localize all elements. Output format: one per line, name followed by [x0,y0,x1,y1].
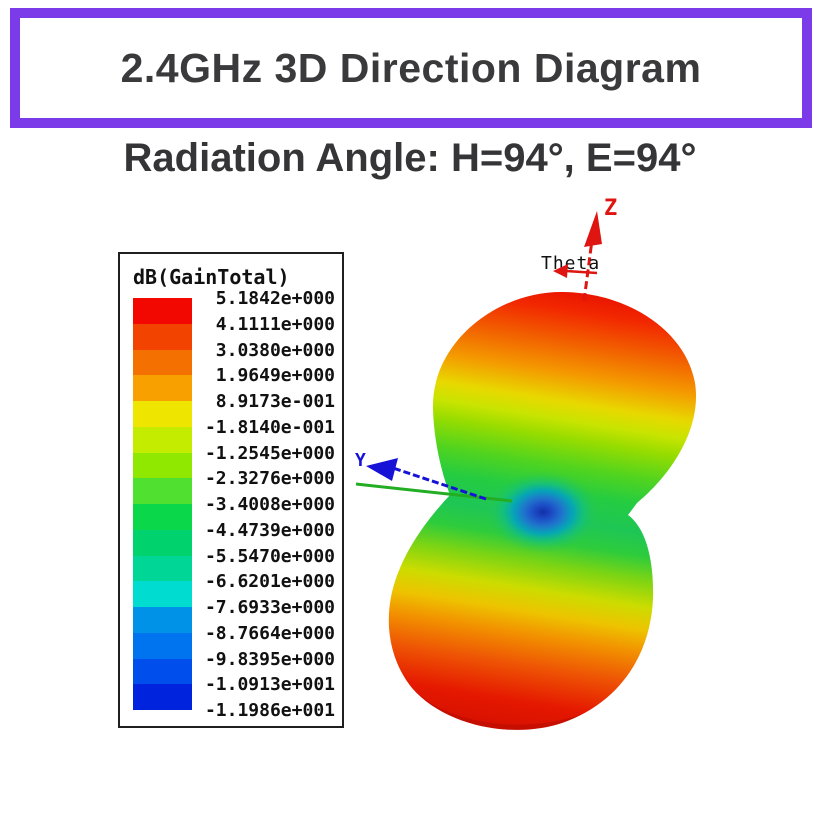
legend-tick-label: 4.1111e+000 [215,313,335,335]
legend-tick-label: -1.2545e+000 [204,442,335,464]
z-axis-line [582,239,594,302]
legend-panel: dB(GainTotal) 5.1842e+000 4.1111e+000 3.03… [118,252,344,728]
null-dimple [471,460,615,564]
legend-tick-label: -3.4008e+000 [204,494,335,515]
legend-tick-label: -9.8395e+000 [204,648,335,670]
y-axis-arrowhead [366,458,398,481]
legend-color-band [133,298,192,324]
legend-title: dB(GainTotal) [133,265,290,289]
legend-tick-label: -1.8140e-001 [204,416,335,438]
legend-color-band [133,529,192,556]
radiation-pattern-plot: Y Z Theta [355,196,697,730]
legend-color-band [133,426,192,453]
subtitle: Radiation Angle: H=94°, E=94° [123,136,697,180]
legend-colorbar [133,298,192,710]
legend-tick-label: -2.3276e+000 [204,468,335,490]
legend-tick-label: -8.7664e+000 [204,622,335,644]
legend-tick-label: 1.9649e+000 [215,365,335,387]
legend-color-band [133,632,192,659]
theta-label: Theta [541,253,600,274]
y-axis-label: Y [355,450,366,471]
legend-color-band [133,323,192,350]
legend-color-band [133,555,192,582]
legend-tick-label: -6.6201e+000 [204,571,335,593]
legend-color-band [133,684,192,710]
legend-color-band [133,581,192,607]
legend-tick-label: -1.1986e+001 [204,700,335,721]
legend-values: 5.1842e+000 4.1111e+000 3.0380e+000 1.9649e… [185,289,335,720]
theta-arrowhead [553,264,568,278]
title-box: 2.4GHz 3D Direction Diagram [10,8,812,128]
legend-color-band [133,607,192,633]
legend-tick-label: -1.0913e+001 [204,674,335,696]
legend-color-band [133,478,192,504]
legend-color-band [133,401,192,427]
legend-tick-label: -7.6933e+000 [204,597,335,618]
legend-color-band [133,349,192,376]
legend-tick-label: 5.1842e+000 [215,288,335,309]
legend-color-band [133,375,192,401]
theta-arrow-line [565,269,598,275]
z-axis-label: Z [604,196,617,221]
z-axis-arrowhead [584,211,602,247]
legend-color-band [133,452,192,479]
page-title: 2.4GHz 3D Direction Diagram [120,44,702,91]
legend-color-band [133,504,192,530]
legend-tick-label: -4.4739e+000 [204,519,335,541]
y-axis-line [389,465,487,501]
legend-tick-label: 8.9173e-001 [215,391,335,412]
legend-tick-label: 3.0380e+000 [215,339,335,361]
legend-tick-label: -5.5470e+000 [204,545,335,567]
bottom-rim-shadow [412,688,612,730]
legend-color-band [133,658,192,685]
